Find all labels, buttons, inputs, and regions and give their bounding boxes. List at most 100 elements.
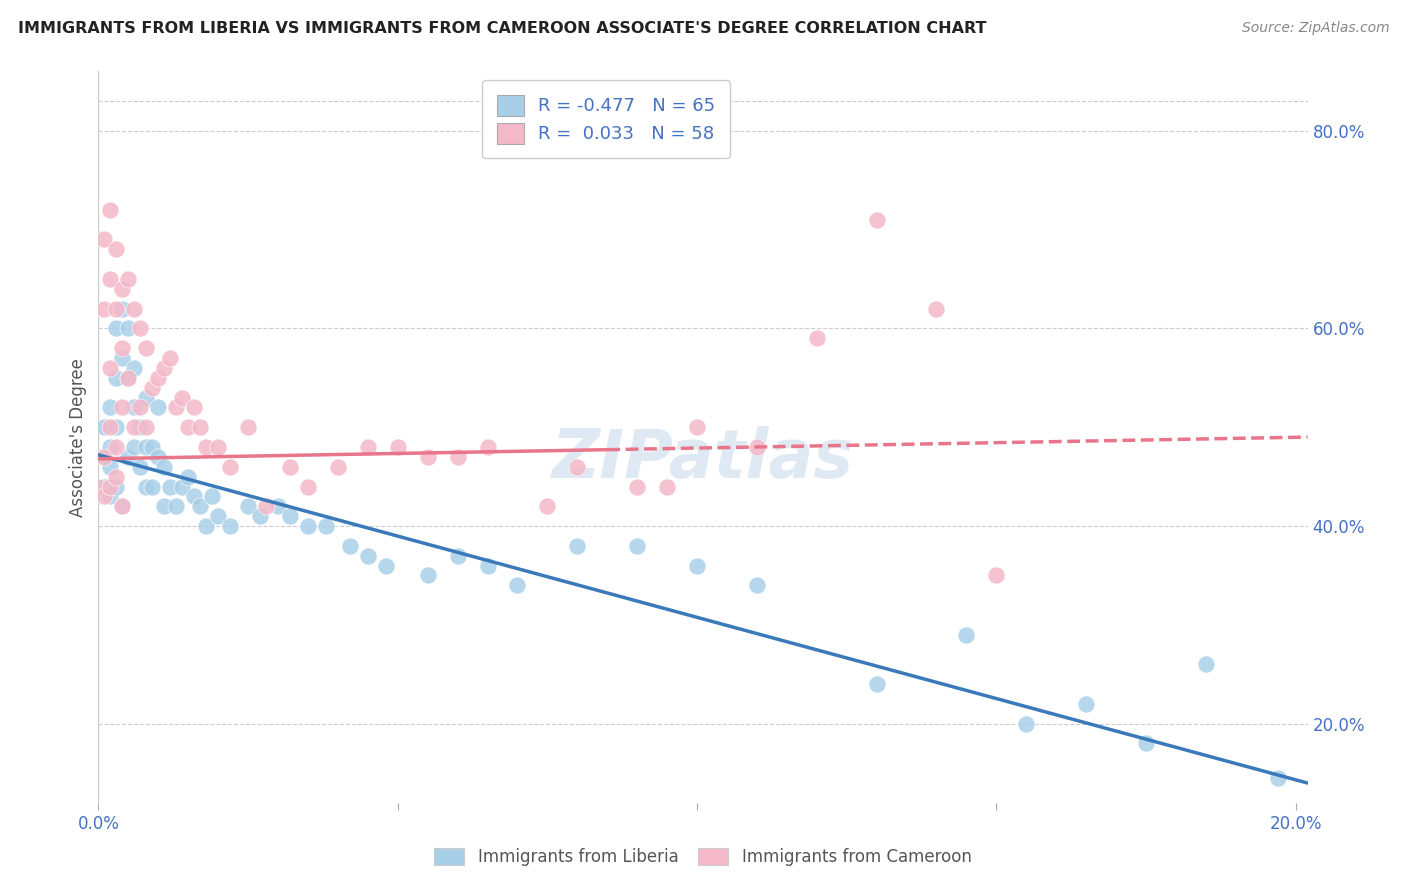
Point	[626, 539, 648, 553]
Point	[111, 500, 134, 514]
Point	[165, 401, 187, 415]
Point	[124, 360, 146, 375]
Point	[188, 420, 211, 434]
Point	[105, 469, 128, 483]
Point	[100, 420, 122, 434]
Point	[153, 360, 176, 375]
Point	[416, 568, 439, 582]
Point	[148, 371, 170, 385]
Point	[986, 568, 1008, 582]
Point	[100, 479, 122, 493]
Point	[195, 440, 218, 454]
Point	[357, 440, 380, 454]
Point	[236, 420, 259, 434]
Point	[626, 479, 648, 493]
Point	[93, 450, 115, 464]
Point	[236, 500, 259, 514]
Point	[172, 479, 194, 493]
Point	[567, 539, 589, 553]
Point	[111, 500, 134, 514]
Text: ZIPatlas: ZIPatlas	[553, 426, 853, 492]
Point	[655, 479, 678, 493]
Point	[387, 440, 409, 454]
Point	[111, 351, 134, 365]
Point	[297, 519, 319, 533]
Point	[124, 440, 146, 454]
Point	[278, 459, 301, 474]
Legend: Immigrants from Liberia, Immigrants from Cameroon: Immigrants from Liberia, Immigrants from…	[427, 841, 979, 873]
Point	[536, 500, 558, 514]
Point	[865, 212, 887, 227]
Point	[100, 272, 122, 286]
Point	[124, 401, 146, 415]
Point	[117, 450, 139, 464]
Point	[93, 301, 115, 316]
Point	[745, 440, 768, 454]
Point	[177, 469, 200, 483]
Point	[87, 479, 110, 493]
Point	[105, 420, 128, 434]
Point	[100, 459, 122, 474]
Point	[105, 440, 128, 454]
Point	[153, 459, 176, 474]
Point	[148, 401, 170, 415]
Point	[100, 489, 122, 503]
Point	[686, 420, 709, 434]
Point	[278, 509, 301, 524]
Point	[141, 479, 163, 493]
Point	[745, 578, 768, 592]
Point	[129, 401, 152, 415]
Point	[1074, 697, 1097, 711]
Point	[1135, 737, 1157, 751]
Text: Source: ZipAtlas.com: Source: ZipAtlas.com	[1241, 21, 1389, 36]
Point	[177, 420, 200, 434]
Point	[135, 341, 157, 355]
Point	[159, 479, 181, 493]
Point	[129, 459, 152, 474]
Point	[153, 500, 176, 514]
Point	[806, 331, 828, 345]
Point	[686, 558, 709, 573]
Point	[117, 371, 139, 385]
Point	[159, 351, 181, 365]
Point	[315, 519, 337, 533]
Point	[148, 450, 170, 464]
Point	[249, 509, 271, 524]
Point	[506, 578, 529, 592]
Point	[416, 450, 439, 464]
Point	[188, 500, 211, 514]
Point	[477, 440, 499, 454]
Point	[135, 420, 157, 434]
Point	[111, 341, 134, 355]
Point	[117, 371, 139, 385]
Point	[117, 321, 139, 335]
Point	[93, 232, 115, 246]
Point	[207, 440, 229, 454]
Point	[105, 242, 128, 256]
Legend: R = -0.477   N = 65, R =  0.033   N = 58: R = -0.477 N = 65, R = 0.033 N = 58	[482, 80, 730, 158]
Point	[1267, 771, 1289, 785]
Point	[267, 500, 290, 514]
Point	[124, 301, 146, 316]
Point	[219, 459, 242, 474]
Point	[339, 539, 361, 553]
Point	[105, 479, 128, 493]
Point	[105, 301, 128, 316]
Point	[100, 202, 122, 217]
Point	[100, 401, 122, 415]
Point	[129, 321, 152, 335]
Point	[135, 440, 157, 454]
Point	[111, 282, 134, 296]
Point	[201, 489, 224, 503]
Point	[124, 420, 146, 434]
Point	[446, 450, 468, 464]
Point	[865, 677, 887, 691]
Point	[925, 301, 948, 316]
Point	[195, 519, 218, 533]
Point	[165, 500, 187, 514]
Point	[105, 321, 128, 335]
Point	[111, 301, 134, 316]
Point	[567, 459, 589, 474]
Point	[100, 440, 122, 454]
Point	[297, 479, 319, 493]
